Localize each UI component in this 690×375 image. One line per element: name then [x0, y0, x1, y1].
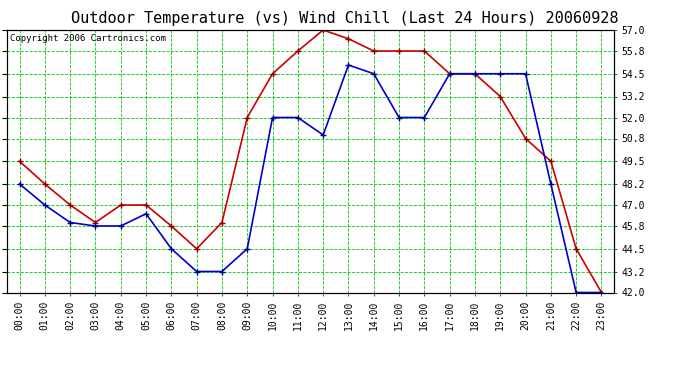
Text: Outdoor Temperature (vs) Wind Chill (Last 24 Hours) 20060928: Outdoor Temperature (vs) Wind Chill (Las…: [71, 11, 619, 26]
Text: Copyright 2006 Cartronics.com: Copyright 2006 Cartronics.com: [10, 34, 166, 43]
